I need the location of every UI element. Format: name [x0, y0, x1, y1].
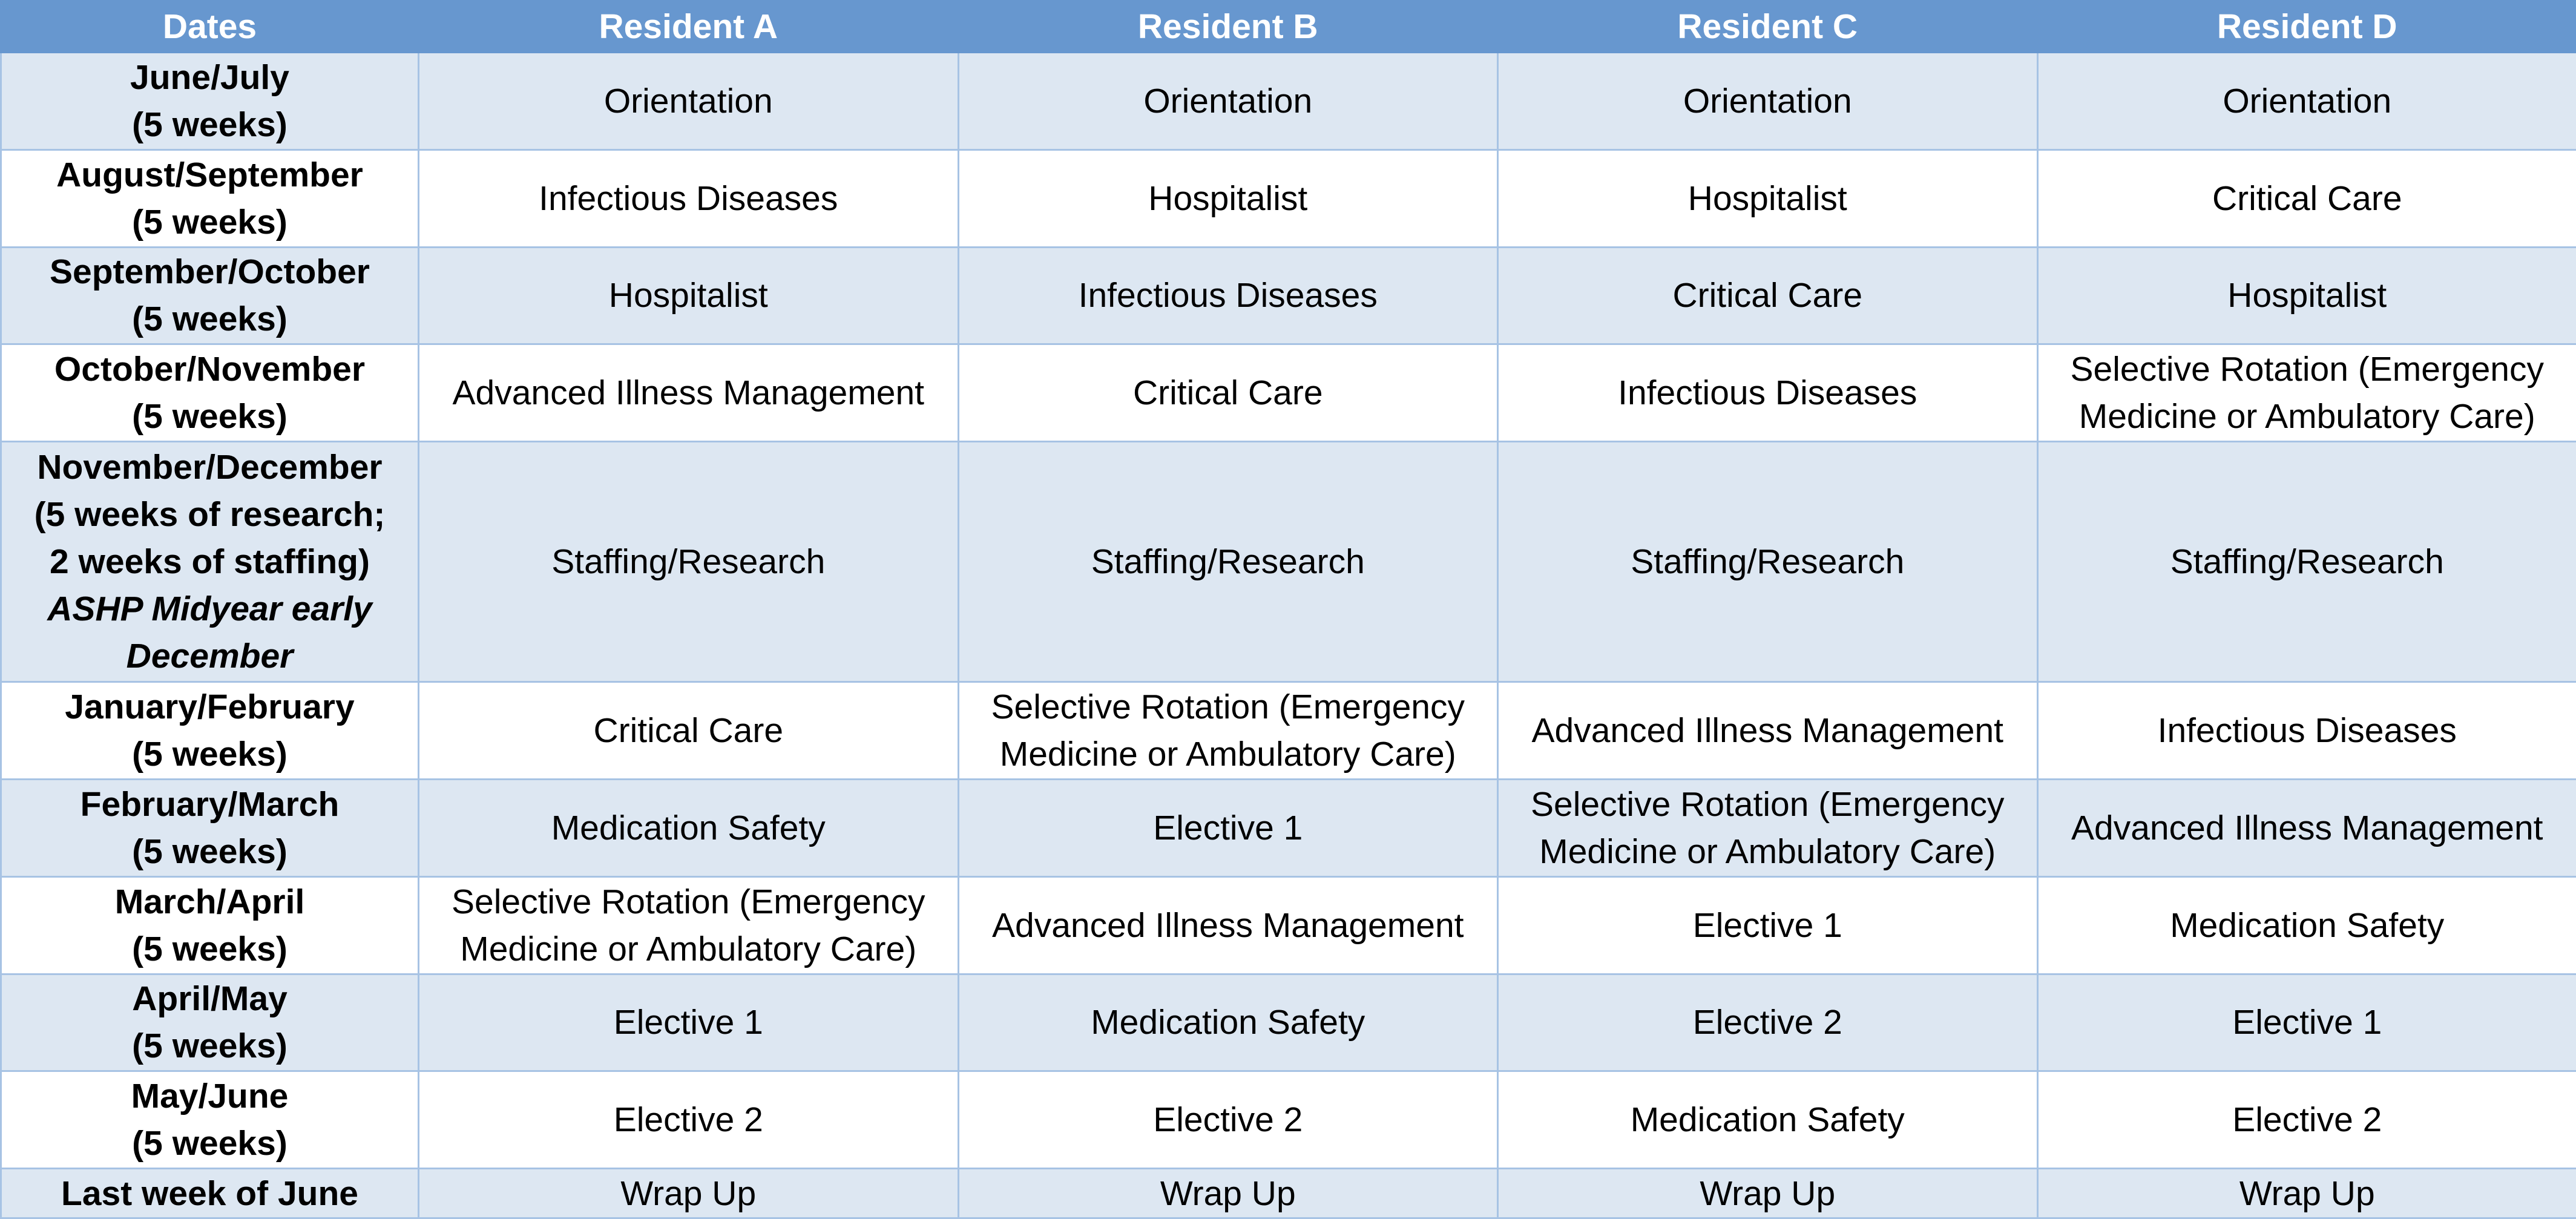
dates-line: (5 weeks) — [132, 832, 288, 871]
rotation-cell: Selective Rotation (Emergency Medicine o… — [418, 875, 959, 975]
dates-cell: September/October (5 weeks) — [0, 246, 419, 346]
rotation-cell: Orientation — [418, 51, 959, 151]
dates-cell: October/November (5 weeks) — [0, 343, 419, 442]
rotation-cell: Infectious Diseases — [2036, 681, 2576, 781]
table-row: June/July (5 weeks) Orientation Orientat… — [0, 51, 2576, 151]
dates-cell: Last week of June — [0, 1168, 419, 1219]
rotation-cell: Hospitalist — [2036, 246, 2576, 346]
rotation-cell: Advanced Illness Management — [418, 343, 959, 442]
rotation-cell: Selective Rotation (Emergency Medicine o… — [1497, 778, 2039, 878]
rotation-cell: Wrap Up — [418, 1168, 959, 1219]
rotation-cell: Staffing/Research — [418, 440, 959, 683]
rotation-cell: Elective 1 — [418, 973, 959, 1073]
dates-line: (5 weeks) — [132, 735, 288, 774]
dates-line: (5 weeks) — [132, 202, 288, 242]
rotation-cell: Selective Rotation (Emergency Medicine o… — [2036, 343, 2576, 442]
rotation-cell: Critical Care — [1497, 246, 2039, 346]
rotation-cell: Orientation — [957, 51, 1499, 151]
table-row: September/October (5 weeks) Hospitalist … — [0, 246, 2576, 346]
dates-cell: June/July (5 weeks) — [0, 51, 419, 151]
rotation-cell: Orientation — [1497, 51, 2039, 151]
rotation-cell: Critical Care — [2036, 148, 2576, 248]
dates-cell: August/September (5 weeks) — [0, 148, 419, 248]
table-row: April/May (5 weeks) Elective 1 Medicatio… — [0, 973, 2576, 1073]
dates-line: (5 weeks of research; — [34, 495, 386, 534]
dates-cell: May/June (5 weeks) — [0, 1070, 419, 1170]
dates-line: February/March — [80, 784, 340, 824]
rotation-cell: Hospitalist — [1497, 148, 2039, 248]
dates-cell: March/April (5 weeks) — [0, 875, 419, 975]
dates-cell: April/May (5 weeks) — [0, 973, 419, 1073]
dates-line: September/October — [50, 252, 370, 292]
rotation-cell: Medication Safety — [2036, 875, 2576, 975]
rotation-cell: Advanced Illness Management — [957, 875, 1499, 975]
dates-cell: November/December (5 weeks of research; … — [0, 440, 419, 683]
rotation-cell: Elective 1 — [957, 778, 1499, 878]
table-row: May/June (5 weeks) Elective 2 Elective 2… — [0, 1070, 2576, 1170]
header-resident-d: Resident D — [2036, 0, 2576, 53]
rotation-cell: Staffing/Research — [2036, 440, 2576, 683]
rotation-cell: Wrap Up — [2036, 1168, 2576, 1219]
table-row: March/April (5 weeks) Selective Rotation… — [0, 875, 2576, 975]
rotation-cell: Elective 2 — [957, 1070, 1499, 1170]
table-row: February/March (5 weeks) Medication Safe… — [0, 778, 2576, 878]
table-row: Last week of June Wrap Up Wrap Up Wrap U… — [0, 1168, 2576, 1219]
dates-line: (5 weeks) — [132, 397, 288, 436]
table-header: Dates Resident A Resident B Resident C R… — [0, 0, 2576, 53]
rotation-cell: Medication Safety — [957, 973, 1499, 1073]
rotation-cell: Staffing/Research — [1497, 440, 2039, 683]
dates-line: (5 weeks) — [132, 105, 288, 144]
dates-line: May/June — [131, 1077, 289, 1116]
rotation-cell: Elective 2 — [1497, 973, 2039, 1073]
header-resident-b: Resident B — [957, 0, 1499, 53]
header-resident-a: Resident A — [418, 0, 959, 53]
rotation-cell: Hospitalist — [957, 148, 1499, 248]
rotation-cell: Elective 2 — [418, 1070, 959, 1170]
dates-line: November/December — [37, 448, 383, 487]
dates-line: June/July — [130, 58, 289, 97]
rotation-cell: Critical Care — [957, 343, 1499, 442]
table-body: June/July (5 weeks) Orientation Orientat… — [0, 51, 2576, 1219]
dates-line: (5 weeks) — [132, 929, 288, 968]
rotation-cell: Orientation — [2036, 51, 2576, 151]
rotation-cell: Elective 1 — [2036, 973, 2576, 1073]
dates-line: Last week of June — [61, 1174, 358, 1213]
dates-line: (5 weeks) — [132, 300, 288, 339]
midyear-note: ASHP Midyear early December — [47, 590, 372, 676]
table-row: January/February (5 weeks) Critical Care… — [0, 681, 2576, 781]
rotation-cell: Staffing/Research — [957, 440, 1499, 683]
dates-cell: January/February (5 weeks) — [0, 681, 419, 781]
rotation-cell: Medication Safety — [418, 778, 959, 878]
rotation-cell: Medication Safety — [1497, 1070, 2039, 1170]
rotation-cell: Advanced Illness Management — [1497, 681, 2039, 781]
rotation-cell: Hospitalist — [418, 246, 959, 346]
dates-cell: February/March (5 weeks) — [0, 778, 419, 878]
table-row: November/December (5 weeks of research; … — [0, 440, 2576, 683]
dates-line: October/November — [54, 350, 366, 389]
header-row: Dates Resident A Resident B Resident C R… — [0, 0, 2576, 53]
header-dates: Dates — [0, 0, 419, 53]
rotation-cell: Elective 2 — [2036, 1070, 2576, 1170]
dates-line: (5 weeks) — [132, 1027, 288, 1066]
rotation-cell: Infectious Diseases — [1497, 343, 2039, 442]
dates-line: April/May — [132, 979, 288, 1019]
dates-line: 2 weeks of staffing) — [50, 542, 370, 582]
rotation-cell: Elective 1 — [1497, 875, 2039, 975]
table-row: August/September (5 weeks) Infectious Di… — [0, 148, 2576, 248]
rotation-cell: Advanced Illness Management — [2036, 778, 2576, 878]
rotation-cell: Wrap Up — [957, 1168, 1499, 1219]
rotation-cell: Infectious Diseases — [418, 148, 959, 248]
dates-line: August/September — [56, 155, 363, 194]
table-row: October/November (5 weeks) Advanced Illn… — [0, 343, 2576, 442]
rotation-cell: Critical Care — [418, 681, 959, 781]
rotation-cell: Infectious Diseases — [957, 246, 1499, 346]
dates-line: January/February — [65, 688, 355, 727]
dates-line: March/April — [114, 882, 305, 921]
rotation-cell: Selective Rotation (Emergency Medicine o… — [957, 681, 1499, 781]
rotation-cell: Wrap Up — [1497, 1168, 2039, 1219]
header-resident-c: Resident C — [1497, 0, 2039, 53]
dates-line: (5 weeks) — [132, 1124, 288, 1163]
